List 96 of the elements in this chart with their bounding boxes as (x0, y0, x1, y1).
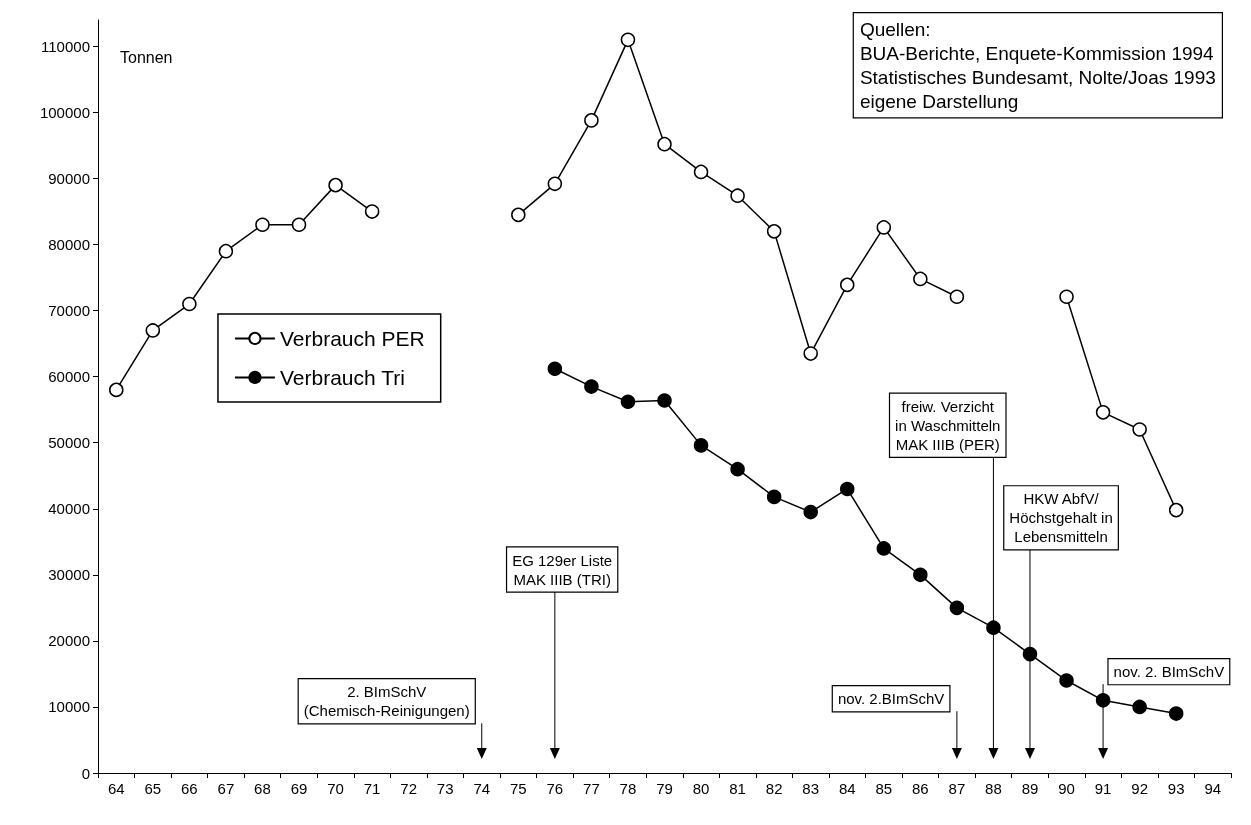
y-tick-label: 90000 (48, 170, 90, 188)
point (1168, 706, 1184, 721)
point (1059, 673, 1074, 688)
y-tick-label: 0 (81, 764, 90, 782)
x-tick-label: 86 (911, 780, 929, 797)
point (255, 217, 270, 233)
point (949, 289, 965, 305)
point (803, 346, 818, 361)
x-tick-label: 93 (1167, 780, 1185, 797)
x-tick-label: 70 (327, 780, 344, 797)
point (876, 541, 892, 556)
x-tick-label: 89 (1021, 780, 1039, 797)
x-tick-label: 64 (107, 780, 125, 797)
x-tick-label: 88 (985, 780, 1002, 797)
point (511, 207, 526, 223)
y-tick-label: 100000 (39, 103, 90, 121)
x-tick-label: 83 (802, 780, 820, 797)
point (620, 394, 636, 410)
point (766, 489, 782, 505)
y-tick-label: 30000 (48, 566, 90, 584)
point (693, 164, 709, 180)
point (1132, 699, 1147, 715)
point (145, 323, 161, 338)
x-tick-label: 80 (692, 780, 710, 797)
x-tick-label: 71 (363, 780, 381, 797)
y-tick-label: 10000 (48, 698, 90, 716)
point (913, 567, 928, 583)
x-tick-label: 92 (1131, 780, 1148, 797)
x-tick-label: 66 (181, 780, 198, 797)
x-tick-label: 72 (400, 780, 418, 797)
point (766, 224, 782, 239)
annotation: EG 129er Liste MAK IIIB (TRI) (512, 551, 613, 588)
point (109, 382, 124, 398)
point (986, 620, 1001, 635)
annotation: nov. 2.BImSchV (837, 690, 945, 708)
x-tick-label: 90 (1058, 780, 1075, 797)
point (1022, 646, 1038, 662)
point (730, 461, 745, 477)
point (584, 113, 599, 128)
point (913, 271, 928, 287)
point (364, 204, 380, 219)
point (328, 177, 343, 193)
legend-label: Verbrauch PER (279, 326, 425, 350)
y-axis-title: Tonnen (120, 48, 173, 66)
point (876, 220, 892, 235)
annotation: 2. BImSchV (Chemisch-Reinigungen) (303, 683, 470, 720)
x-tick-label: 69 (290, 780, 308, 797)
x-tick-label: 76 (546, 780, 564, 797)
point (657, 393, 672, 408)
point (1095, 405, 1111, 420)
y-tick-label: 110000 (41, 37, 90, 55)
x-tick-label: 84 (838, 780, 856, 797)
x-tick-label: 65 (144, 780, 162, 797)
point (949, 600, 965, 616)
annotation: nov. 2. BImSchV (1113, 663, 1225, 681)
point (803, 504, 818, 520)
point (730, 188, 745, 203)
x-tick-label: 79 (656, 780, 673, 797)
point (620, 32, 636, 48)
point (1168, 502, 1184, 518)
annotation: freiw. Verzicht in Waschmitteln MAK IIIB (PER) (895, 397, 1001, 453)
x-tick-label: 85 (875, 780, 893, 797)
x-tick-label: 81 (729, 780, 746, 797)
x-tick-label: 73 (436, 780, 454, 797)
x-tick-label: 94 (1204, 780, 1222, 797)
x-tick-label: 77 (583, 780, 600, 797)
point (657, 136, 672, 152)
point (218, 243, 234, 259)
point (547, 176, 563, 192)
annotation: HKW AbfV/ Höchstgehalt in Lebensmitteln (1009, 490, 1113, 546)
point (1132, 422, 1147, 437)
x-tick-label: 91 (1094, 780, 1112, 797)
point (584, 379, 599, 394)
point (1059, 289, 1074, 305)
y-tick-label: 40000 (48, 500, 90, 518)
x-tick-label: 87 (948, 780, 966, 797)
y-tick-label: 80000 (48, 236, 90, 254)
point (1095, 693, 1111, 708)
x-tick-label: 74 (473, 780, 491, 797)
point (182, 296, 197, 312)
y-tick-label: 20000 (48, 632, 90, 650)
x-tick-label: 68 (254, 780, 271, 797)
point (693, 438, 709, 453)
x-tick-label: 82 (765, 780, 783, 797)
x-tick-label: 78 (619, 780, 637, 797)
y-tick-label: 60000 (48, 368, 90, 386)
point (840, 277, 855, 293)
y-tick-label: 50000 (48, 434, 90, 452)
point (547, 361, 563, 376)
y-tick-label: 70000 (48, 302, 90, 320)
legend-label: Verbrauch Tri (279, 365, 405, 389)
point (840, 481, 855, 497)
x-tick-label: 75 (509, 780, 527, 797)
annotation: Quellen: BUA-Berichte, Enquete-Kommission 1994 Statistisches Bundesamt, Nolte/Joas 1993 eigene Darstellung (859, 18, 1216, 112)
point (291, 217, 307, 233)
x-tick-label: 67 (217, 780, 235, 797)
